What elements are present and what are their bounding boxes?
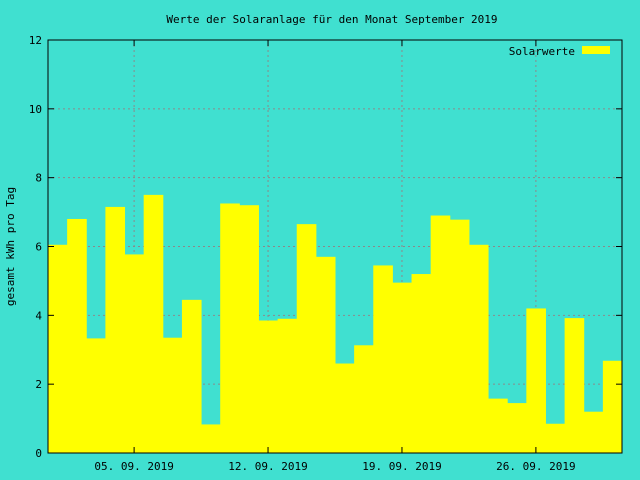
bar bbox=[449, 219, 470, 453]
bar bbox=[488, 398, 508, 453]
y-tick-label: 0 bbox=[35, 447, 42, 460]
bar-series bbox=[48, 194, 623, 453]
x-tick-label: 19. 09. 2019 bbox=[362, 460, 441, 473]
bar bbox=[545, 423, 566, 453]
bar bbox=[181, 299, 202, 453]
bar bbox=[315, 256, 336, 453]
bar bbox=[411, 274, 432, 453]
bar bbox=[258, 320, 279, 453]
bar bbox=[564, 318, 585, 453]
x-tick-label: 26. 09. 2019 bbox=[496, 460, 575, 473]
bar bbox=[239, 205, 259, 453]
bar bbox=[143, 194, 164, 453]
x-tick-label: 05. 09. 2019 bbox=[94, 460, 173, 473]
bar bbox=[86, 338, 106, 453]
y-tick-label: 8 bbox=[35, 172, 42, 185]
bar bbox=[48, 244, 68, 453]
axes: 0 2 4 6 8 10 12 05. 09. 2019 12. 09. 2019 19. 09.… bbox=[29, 34, 622, 473]
bar bbox=[507, 403, 527, 453]
y-tick-label: 2 bbox=[35, 378, 42, 391]
bar bbox=[373, 265, 393, 453]
bar bbox=[201, 424, 221, 453]
bar bbox=[296, 224, 317, 453]
y-tick-label: 12 bbox=[29, 34, 42, 47]
bar bbox=[105, 206, 126, 453]
y-tick-label: 10 bbox=[29, 103, 42, 116]
chart-title: Werte der Solaranlage für den Monat Sept… bbox=[166, 13, 497, 26]
bar bbox=[124, 254, 145, 453]
bar bbox=[67, 218, 87, 453]
bar bbox=[430, 215, 451, 453]
bar bbox=[354, 345, 374, 453]
y-tick-label: 6 bbox=[35, 241, 42, 254]
bar bbox=[392, 282, 413, 453]
y-tick-label: 4 bbox=[35, 309, 42, 322]
legend: Solarwerte bbox=[509, 45, 610, 58]
bar bbox=[583, 411, 604, 453]
x-tick-label: 12. 09. 2019 bbox=[228, 460, 307, 473]
bar bbox=[602, 360, 623, 453]
legend-label: Solarwerte bbox=[509, 45, 575, 58]
bar bbox=[220, 203, 240, 453]
y-axis-label: gesamt kWh pro Tag bbox=[4, 187, 17, 306]
bar bbox=[162, 337, 183, 453]
legend-swatch bbox=[582, 46, 610, 54]
bar bbox=[526, 308, 546, 453]
bar bbox=[468, 244, 489, 453]
bar bbox=[277, 318, 298, 453]
bar bbox=[335, 363, 355, 453]
